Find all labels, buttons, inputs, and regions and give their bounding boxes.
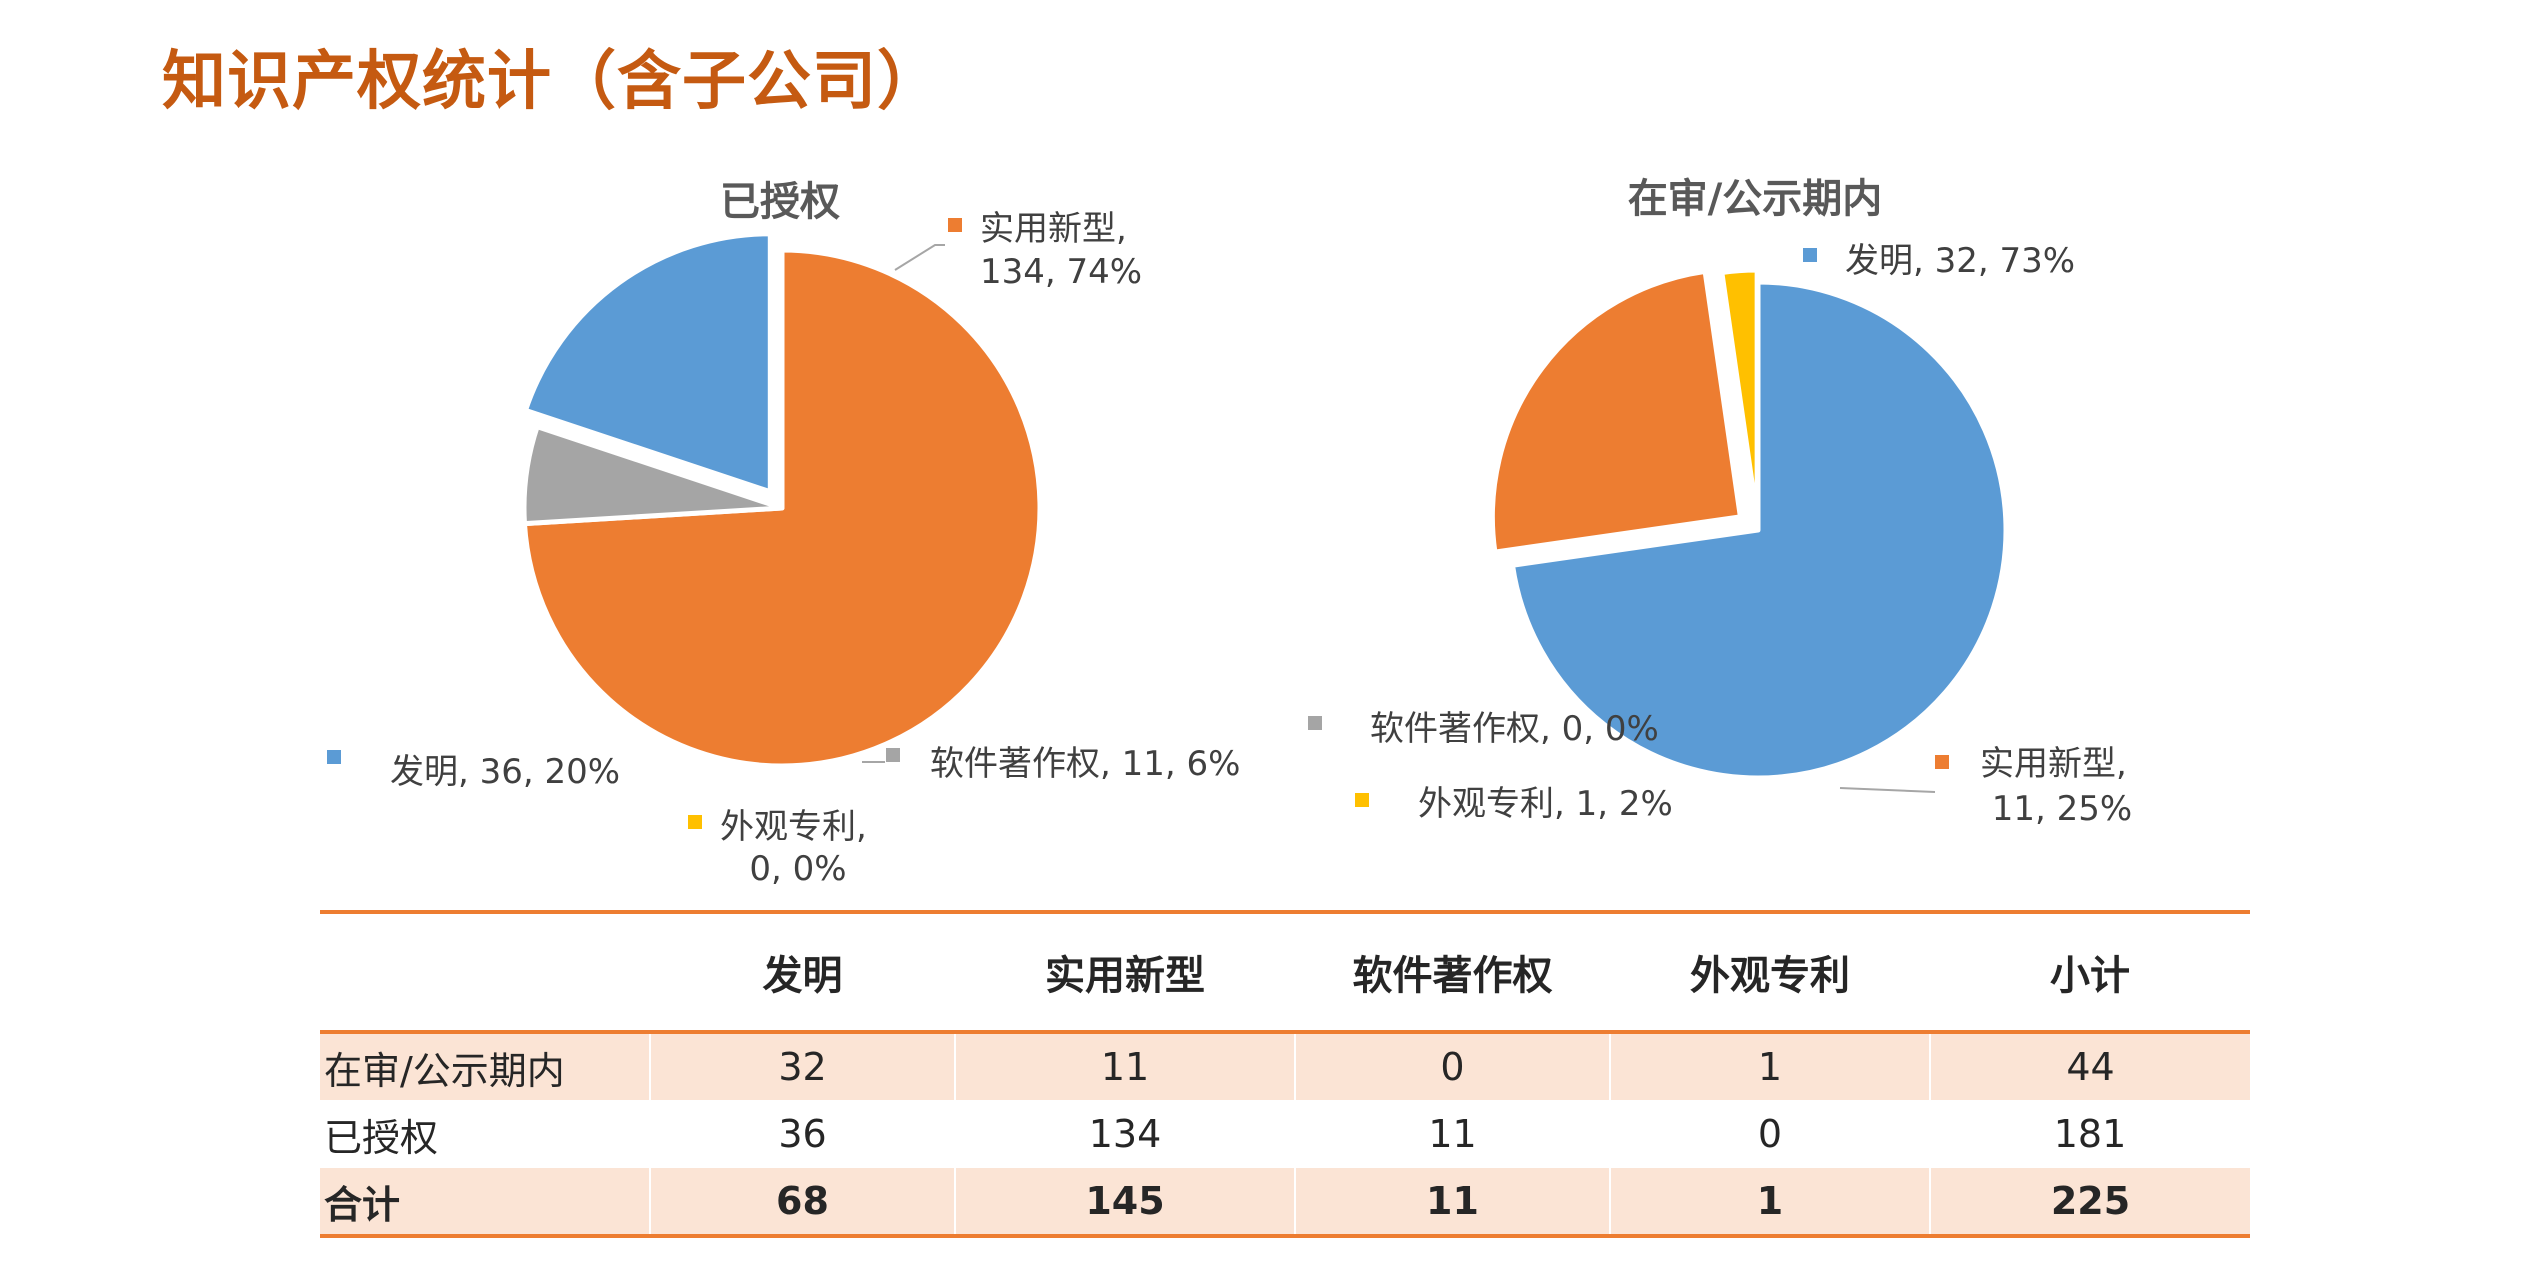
table-header-cell: 发明 [762, 953, 843, 999]
pie-granted-slices [521, 231, 1043, 769]
table-cell: 145 [954, 1168, 1295, 1236]
pie-slice-pending-design [1719, 267, 1760, 521]
legend-marker-utility-pending [1935, 755, 1949, 769]
legend-marker-utility-granted [948, 218, 962, 232]
table-row: 在审/公示期内 32 11 0 1 44 [320, 1032, 2250, 1100]
pie-slice-pending-invention [1510, 279, 2009, 781]
pie-chart-granted: 已授权 实用新型, 134, 74% 软件著作权, 11, 6% 外观专利, 0… [327, 179, 1240, 889]
chart-title-granted: 已授权 [720, 179, 840, 225]
legend-marker-invention-pending [1803, 248, 1817, 262]
data-label-software-pending: 软件著作权, 0, 0% [1370, 709, 1659, 749]
table-header-cell [320, 912, 650, 1032]
table-header-cell: 软件著作权 [1352, 953, 1553, 999]
table-row: 已授权 36 134 11 0 181 [320, 1100, 2250, 1168]
table-cell: 181 [2053, 1112, 2127, 1156]
ip-statistics-table-wrap: 发明 实用新型 软件著作权 外观专利 小计 在审/公示期内 32 11 0 1 … [320, 910, 2250, 1238]
leader-line-utility-granted [894, 244, 945, 271]
data-label-utility-pending-2: 11, 25% [1992, 789, 2132, 829]
legend-marker-software-pending [1308, 716, 1322, 730]
table-header-cell: 外观专利 [1690, 953, 1850, 999]
table-cell: 134 [1088, 1112, 1162, 1156]
table-header-row: 发明 实用新型 软件著作权 外观专利 小计 [320, 912, 2250, 1032]
data-label-utility-granted-1: 实用新型, [980, 209, 1127, 249]
table-header-cell: 小计 [2050, 953, 2130, 999]
table-row-label: 合计 [320, 1168, 650, 1236]
pie-charts: 已授权 实用新型, 134, 74% 软件著作权, 11, 6% 外观专利, 0… [327, 176, 2132, 889]
page-title: 知识产权统计（含子公司） [162, 45, 942, 119]
legend-marker-design-pending [1355, 793, 1369, 807]
table-cell: 11 [954, 1032, 1295, 1100]
ip-statistics-table: 发明 实用新型 软件著作权 外观专利 小计 在审/公示期内 32 11 0 1 … [320, 910, 2250, 1238]
legend-marker-invention-granted [327, 750, 341, 764]
table-cell: 32 [649, 1032, 955, 1100]
table-cell: 36 [778, 1112, 827, 1156]
data-label-invention-granted: 发明, 36, 20% [390, 752, 620, 792]
table-row-label: 已授权 [324, 1115, 439, 1160]
table-cell: 44 [1929, 1032, 2250, 1100]
data-label-invention-pending: 发明, 32, 73% [1845, 241, 2075, 281]
leader-line-utility-pending [1839, 787, 1936, 793]
chart-title-pending: 在审/公示期内 [1628, 176, 1883, 222]
data-label-design-pending: 外观专利, 1, 2% [1418, 784, 1673, 824]
table-cell: 11 [1428, 1112, 1477, 1156]
table-cell: 68 [649, 1168, 955, 1236]
data-label-design-granted-2: 0, 0% [749, 849, 846, 889]
table-cell: 0 [1294, 1032, 1610, 1100]
data-label-design-granted-1: 外观专利, [720, 807, 867, 847]
table-cell: 0 [1757, 1112, 1783, 1156]
pie-slice-granted-software [521, 424, 785, 527]
pie-pending-slices [1489, 267, 2009, 781]
table-cell: 1 [1609, 1168, 1930, 1236]
legend-marker-design-granted [688, 815, 702, 829]
table-cell: 1 [1609, 1032, 1930, 1100]
pie-slice-pending-utility [1489, 268, 1743, 555]
table-header-cell: 实用新型 [1045, 953, 1205, 999]
pie-chart-pending: 在审/公示期内 发明, 32, 73% 实用新型, 11, 25% 外观专利, … [1308, 176, 2132, 829]
table-cell: 225 [1929, 1168, 2250, 1236]
data-label-utility-pending-1: 实用新型, [1980, 744, 2127, 784]
pie-slice-granted-invention [522, 231, 773, 495]
table-row-label: 在审/公示期内 [320, 1032, 650, 1100]
table-row-total: 合计 68 145 11 1 225 [320, 1168, 2250, 1236]
table-cell: 11 [1294, 1168, 1610, 1236]
legend-marker-software-granted [886, 748, 900, 762]
data-label-software-granted: 软件著作权, 11, 6% [930, 744, 1240, 784]
data-label-utility-granted-2: 134, 74% [980, 252, 1142, 292]
